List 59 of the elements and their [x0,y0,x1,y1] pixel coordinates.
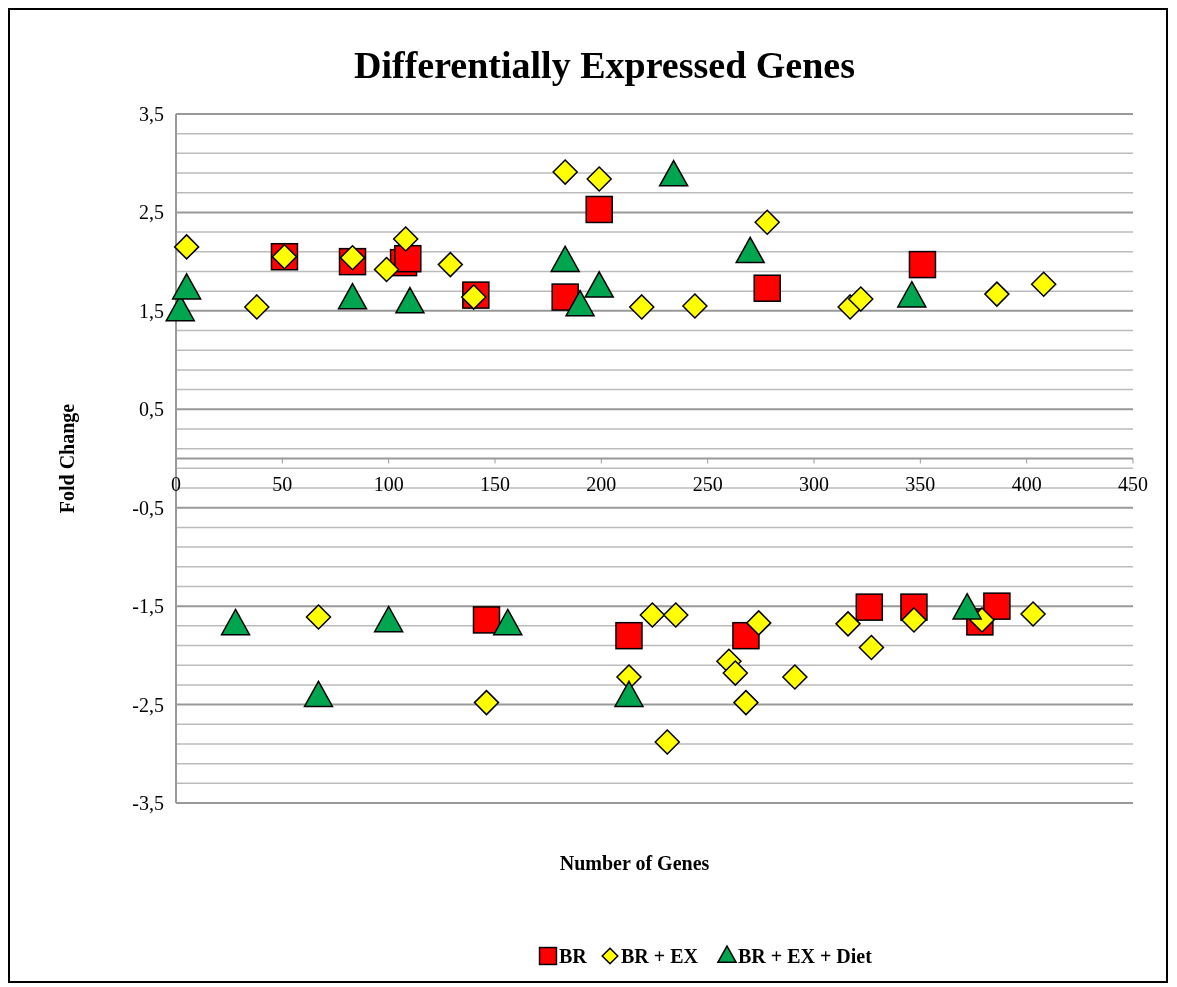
point [1030,271,1057,298]
point [858,634,885,661]
x-tick-label: 50 [272,472,293,495]
x-tick-label: 200 [586,472,617,495]
point [639,602,666,628]
point [473,689,500,716]
point [615,621,643,650]
point [472,606,501,634]
y-axis-title: Fold Change [56,403,79,514]
x-tick-label: 400 [1011,472,1042,495]
point [745,610,772,636]
point [908,250,937,279]
point [339,244,366,271]
point [585,195,613,224]
point [901,607,927,633]
point [722,660,749,686]
point [682,293,708,319]
point [754,209,780,236]
y-tick-label: -3,5 [132,792,164,814]
point [855,593,884,621]
y-tick-label: -0,5 [132,496,164,519]
point [984,281,1010,307]
legend-label: BR + EX [621,945,699,967]
y-tick-label: 3,5 [139,103,164,125]
x-tick-label: 350 [905,472,936,495]
point [437,251,464,278]
x-tick-label: 100 [373,472,404,495]
x-tick-label: 150 [480,472,510,495]
point [983,592,1011,620]
x-tick-label: 300 [799,472,829,495]
x-tick-label: 450 [1118,472,1148,495]
x-axis-title: Number of Genes [559,852,710,874]
point [394,244,422,273]
point [848,286,874,312]
y-tick-label: 0,5 [139,398,164,421]
point [305,604,332,630]
point [628,294,655,320]
y-tick-label: 1,5 [139,299,164,322]
point [753,274,781,302]
point [244,294,270,320]
point [173,234,200,260]
point [1020,601,1046,627]
point [733,689,759,716]
point [552,159,578,185]
x-tick-label: 0 [171,472,181,495]
point [663,602,689,628]
chart-title: Differentially Expressed Genes [354,44,855,86]
point [586,166,612,192]
legend-label: BR [559,945,588,967]
y-tick-label: -2,5 [132,693,164,716]
y-tick-label: 2,5 [139,201,164,224]
legend-label: BR + EX + Diet [738,945,873,967]
point [782,664,808,690]
point [835,611,861,637]
point [392,226,419,252]
x-tick-label: 250 [692,472,723,495]
point [373,256,400,283]
point [654,729,681,755]
y-tick-label: -1,5 [132,595,164,618]
